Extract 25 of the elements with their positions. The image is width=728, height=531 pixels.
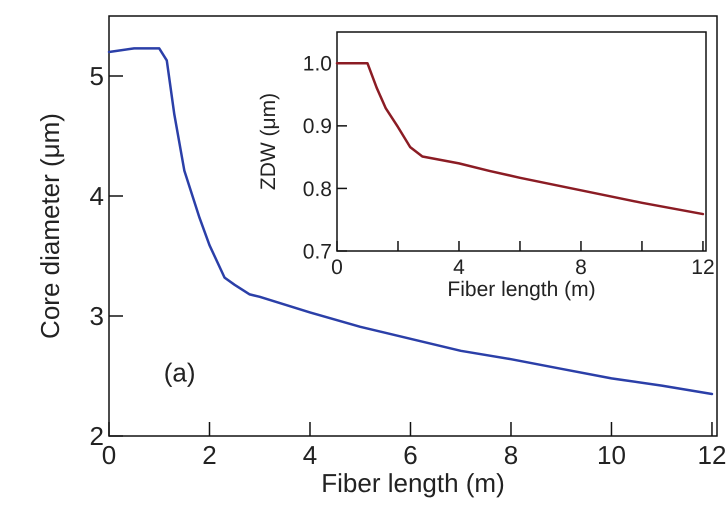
x-tick-label: 2 — [202, 440, 217, 470]
x-axis-title: Fiber length (m) — [321, 468, 505, 498]
y-axis-title: ZDW (μm) — [257, 92, 280, 190]
y-tick-label: 0.7 — [302, 240, 332, 264]
annotation: (a) — [164, 357, 196, 388]
x-tick-label: 12 — [698, 440, 726, 470]
x-tick-label: 12 — [691, 256, 715, 279]
x-tick-label: 8 — [504, 440, 518, 470]
y-axis-title: Core diameter (μm) — [35, 113, 65, 339]
y-tick-label: 2 — [90, 421, 104, 452]
x-tick-label: 8 — [575, 256, 587, 279]
x-tick-label: 10 — [597, 440, 626, 470]
y-tick-label: 4 — [90, 181, 104, 212]
x-axis-title: Fiber length (m) — [447, 278, 596, 302]
x-tick-label: 0 — [331, 256, 343, 279]
y-tick-label: 5 — [90, 61, 104, 92]
x-tick-label: 0 — [102, 440, 116, 470]
line-series — [108, 47, 714, 396]
y-tick-label: 1.0 — [302, 52, 332, 76]
x-tick-label: 6 — [403, 440, 418, 470]
y-tick-label: 0.8 — [302, 178, 332, 201]
y-tick-label: 0.9 — [302, 115, 332, 138]
y-tick-label: 3 — [90, 301, 104, 332]
line-series — [336, 62, 704, 216]
x-tick-label: 4 — [453, 256, 466, 279]
